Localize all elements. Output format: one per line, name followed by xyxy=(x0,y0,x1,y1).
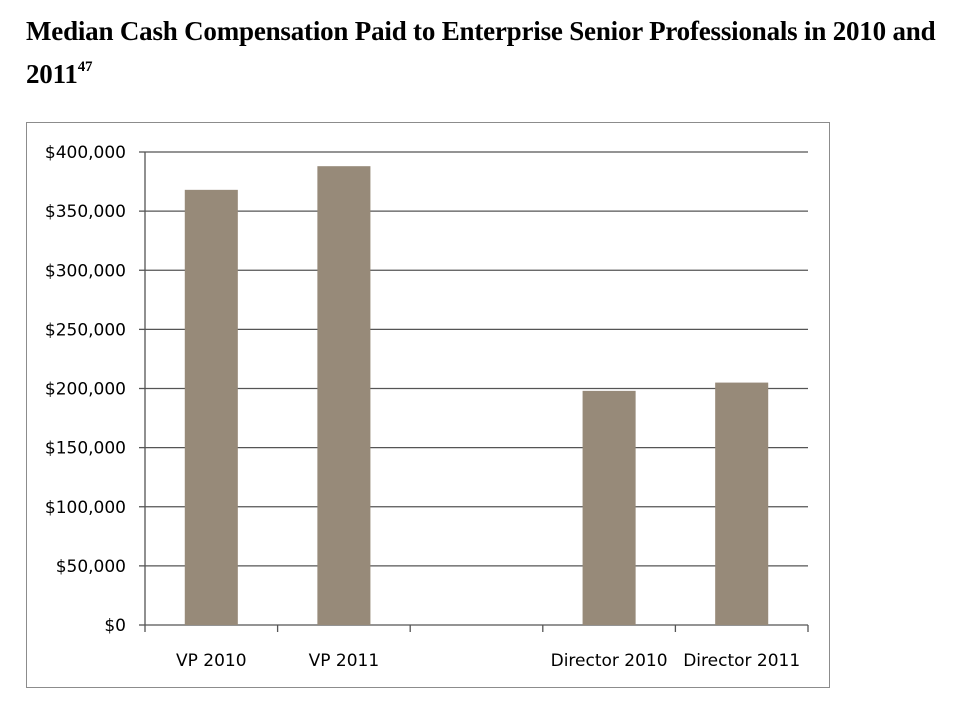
bar xyxy=(317,166,371,625)
page-title-text: Median Cash Compensation Paid to Enterpr… xyxy=(26,16,936,89)
y-tick-label: $150,000 xyxy=(45,439,126,459)
y-tick-label: $0 xyxy=(104,616,126,636)
x-tick-label: VP 2011 xyxy=(309,651,380,671)
bar xyxy=(715,382,769,625)
y-tick-label: $50,000 xyxy=(56,557,126,577)
title-footnote: 47 xyxy=(77,59,93,75)
x-tick-label: Director 2010 xyxy=(551,651,668,671)
chart-frame xyxy=(26,122,830,688)
x-tick-label: Director 2011 xyxy=(683,651,800,671)
y-tick-label: $400,000 xyxy=(45,143,126,163)
y-tick-label: $350,000 xyxy=(45,202,126,222)
y-tick-label: $200,000 xyxy=(45,380,126,400)
y-tick-label: $250,000 xyxy=(45,320,126,340)
bar xyxy=(582,390,636,625)
y-tick-label: $300,000 xyxy=(45,261,126,281)
y-tick-label: $100,000 xyxy=(45,498,126,518)
x-tick-label: VP 2010 xyxy=(176,651,247,671)
page-title: Median Cash Compensation Paid to Enterpr… xyxy=(26,12,956,93)
bar xyxy=(184,189,238,625)
